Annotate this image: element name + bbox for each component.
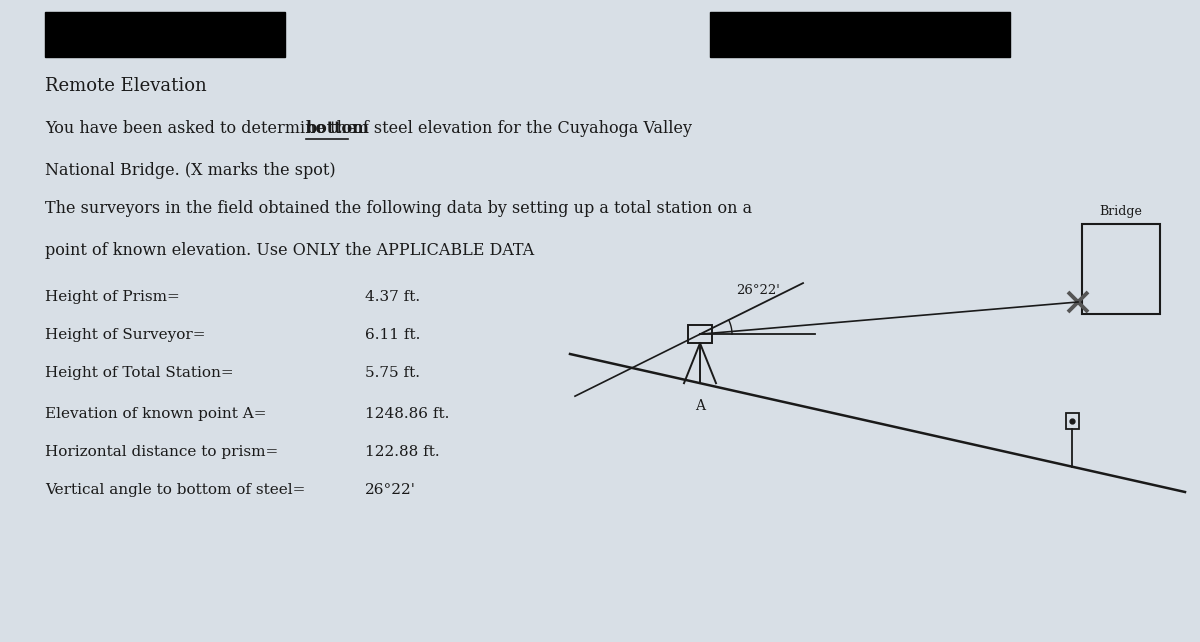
Text: Height of Total Station=: Height of Total Station= <box>46 366 234 380</box>
Text: Horizontal distance to prism=: Horizontal distance to prism= <box>46 445 278 459</box>
Text: National Bridge. (X marks the spot): National Bridge. (X marks the spot) <box>46 162 336 179</box>
Text: 4.37 ft.: 4.37 ft. <box>365 290 420 304</box>
Text: Bridge: Bridge <box>1099 205 1142 218</box>
Bar <box>688 325 712 343</box>
Text: 26°22': 26°22' <box>736 284 780 297</box>
Text: The surveyors in the field obtained the following data by setting up a total sta: The surveyors in the field obtained the … <box>46 200 752 217</box>
Text: Vertical angle to bottom of steel=: Vertical angle to bottom of steel= <box>46 483 305 497</box>
Text: A: A <box>695 399 706 413</box>
Text: Height of Prism=: Height of Prism= <box>46 290 180 304</box>
Bar <box>710 12 1010 57</box>
Text: You have been asked to determine the: You have been asked to determine the <box>46 120 361 137</box>
Text: Height of Surveyor=: Height of Surveyor= <box>46 328 205 342</box>
Text: 5.75 ft.: 5.75 ft. <box>365 366 420 380</box>
Text: bottom: bottom <box>306 120 370 137</box>
Text: 26°22': 26°22' <box>365 483 416 497</box>
Text: Elevation of known point A=: Elevation of known point A= <box>46 407 266 421</box>
Text: 1248.86 ft.: 1248.86 ft. <box>365 407 449 421</box>
Bar <box>1082 224 1160 314</box>
Text: Remote Elevation: Remote Elevation <box>46 77 206 95</box>
Text: of steel elevation for the Cuyahoga Valley: of steel elevation for the Cuyahoga Vall… <box>348 120 692 137</box>
Text: point of known elevation. Use ONLY the APPLICABLE DATA: point of known elevation. Use ONLY the A… <box>46 242 534 259</box>
Bar <box>1066 413 1079 429</box>
Text: 6.11 ft.: 6.11 ft. <box>365 328 420 342</box>
Text: 122.88 ft.: 122.88 ft. <box>365 445 439 459</box>
Bar <box>46 12 286 57</box>
